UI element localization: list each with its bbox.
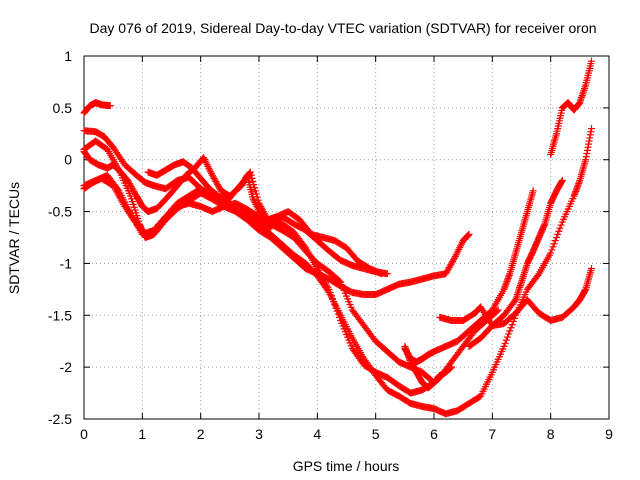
data-point: [500, 342, 508, 350]
data-point: [252, 187, 259, 195]
data-point: [507, 324, 515, 332]
data-point: [247, 171, 255, 179]
data-point: [505, 330, 513, 338]
y-axis-label: SDTVAR / TECUs: [6, 182, 22, 294]
data-point: [548, 246, 556, 254]
data-point: [114, 185, 122, 193]
x-tick-label: 5: [372, 426, 380, 442]
x-tick-label: 0: [80, 426, 88, 442]
data-point: [557, 221, 565, 229]
y-tick-label: -2.5: [48, 411, 72, 427]
data-point: [336, 277, 343, 285]
x-tick-label: 2: [197, 426, 205, 442]
chart-title: Day 076 of 2019, Sidereal Day-to-day VTE…: [89, 20, 596, 36]
y-tick-label: -1: [60, 255, 73, 271]
data-point: [504, 333, 511, 341]
data-point: [251, 184, 259, 192]
data-point: [534, 271, 542, 279]
series-s10: [436, 265, 595, 330]
x-tick-label: 9: [605, 426, 613, 442]
data-point: [588, 265, 595, 273]
data-point: [494, 306, 502, 314]
x-tick-labels: 0 1 2 3 4 5 6 7 8 9: [80, 426, 613, 442]
series-s1: [80, 99, 114, 117]
data-point: [508, 321, 516, 329]
data-point: [250, 181, 258, 189]
y-tick-label: -1.5: [48, 307, 72, 323]
y-tick-label: 1: [64, 48, 72, 64]
data-point: [465, 230, 473, 238]
data-point: [551, 237, 559, 245]
data-point: [549, 243, 557, 251]
x-tick-label: 8: [547, 426, 555, 442]
data-point: [253, 193, 261, 201]
data-point: [588, 57, 595, 65]
y-tick-label: -2: [60, 359, 73, 375]
data-point: [252, 190, 260, 198]
x-tick-label: 4: [313, 426, 321, 442]
x-tick-label: 1: [138, 426, 146, 442]
data-point: [501, 339, 509, 347]
data-point: [448, 363, 455, 371]
data-point: [249, 177, 257, 185]
data-point: [324, 287, 332, 295]
y-tick-label: -0.5: [48, 204, 72, 220]
y-tick-label: 0: [64, 152, 72, 168]
y-tick-label: 0.5: [53, 100, 73, 116]
data-point: [248, 174, 256, 182]
data-point: [588, 125, 595, 133]
data-point: [550, 240, 558, 248]
grid-lines: [84, 56, 609, 419]
data-point: [509, 318, 517, 326]
x-tick-label: 6: [430, 426, 438, 442]
data-point: [556, 224, 564, 232]
data-point: [555, 227, 563, 235]
series-s7: [80, 125, 595, 418]
data-point: [502, 336, 510, 344]
data-point: [529, 187, 537, 195]
data-point: [554, 230, 562, 238]
series-s6: [144, 158, 385, 278]
data-point: [254, 196, 262, 204]
data-markers: [80, 57, 595, 418]
data-point: [506, 327, 514, 335]
y-tick-labels: -2.5 -2 -1.5 -1 -0.5 0 0.5 1: [48, 48, 72, 427]
data-point: [246, 168, 254, 176]
series-s11: [465, 176, 566, 350]
data-point: [106, 102, 114, 110]
plot-frame: [83, 55, 610, 420]
data-point: [553, 234, 560, 241]
data-point: [558, 176, 566, 184]
x-axis-label: GPS time / hours: [293, 458, 400, 474]
series-s12: [547, 57, 595, 159]
data-point: [547, 249, 555, 257]
data-point: [301, 242, 308, 250]
x-tick-label: 3: [255, 426, 263, 442]
series-s9: [401, 187, 537, 366]
x-tick-label: 7: [488, 426, 496, 442]
data-point: [378, 270, 385, 278]
